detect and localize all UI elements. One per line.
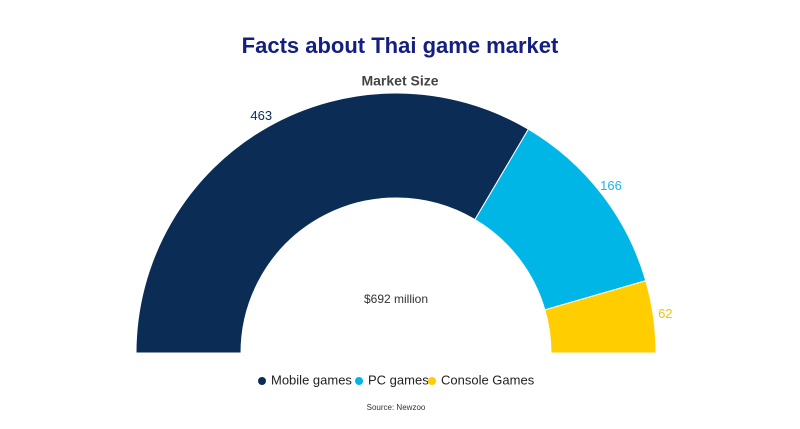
legend-label: Console Games <box>441 372 535 387</box>
segment <box>544 280 657 354</box>
segment <box>135 92 530 354</box>
data-label: 463 <box>250 108 272 123</box>
data-label: 166 <box>600 178 622 193</box>
chart-subtitle: Market Size <box>361 73 438 89</box>
source: Source: Newzoo <box>367 403 426 412</box>
center-label: $692 million <box>364 292 428 306</box>
data-label: 62 <box>658 306 672 321</box>
legend-marker <box>258 377 266 385</box>
legend-marker <box>428 377 436 385</box>
legend-label: PC games <box>368 372 429 387</box>
legend-label: Mobile games <box>271 372 352 387</box>
chart-title: Facts about Thai game market <box>242 33 559 58</box>
legend-marker <box>355 377 363 385</box>
